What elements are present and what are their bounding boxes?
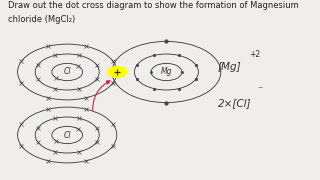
Text: ⁻: ⁻ bbox=[258, 85, 263, 95]
Text: chloride (MgCl₂): chloride (MgCl₂) bbox=[8, 15, 75, 24]
Text: Mg: Mg bbox=[161, 68, 172, 76]
Text: [Mg]: [Mg] bbox=[218, 62, 241, 72]
Text: +2: +2 bbox=[250, 50, 261, 59]
Text: Draw out the dot cross diagram to show the formation of Magnesium: Draw out the dot cross diagram to show t… bbox=[8, 1, 299, 10]
Text: Cl: Cl bbox=[63, 68, 71, 76]
Text: 2×[Cl]: 2×[Cl] bbox=[218, 98, 251, 108]
Circle shape bbox=[107, 67, 126, 77]
Text: Cl: Cl bbox=[63, 130, 71, 140]
